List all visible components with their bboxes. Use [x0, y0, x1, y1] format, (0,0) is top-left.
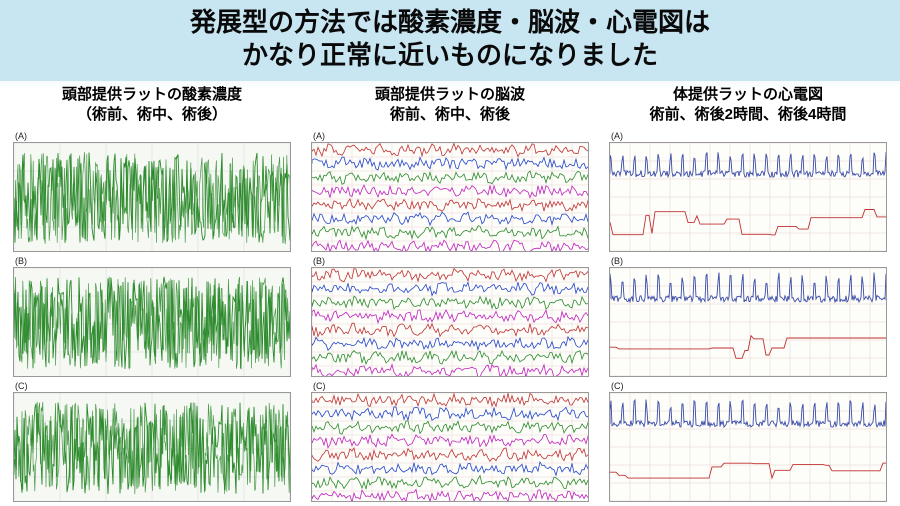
ecg-panel-b: (B) [609, 256, 887, 377]
ecg-label-b: (B) [611, 256, 887, 266]
ecg-panel-c: (C) [609, 381, 887, 502]
ecg-chart-c [609, 392, 887, 502]
oxygen-chart-c [13, 392, 291, 502]
col-ecg-title-1: 体提供ラットの心電図 [650, 85, 847, 105]
oxygen-label-b: (B) [15, 256, 291, 266]
title-header: 発展型の方法では酸素濃度・脳波・心電図は かなり正常に近いものになりました [0, 0, 900, 81]
oxygen-chart-a [13, 142, 291, 252]
col-ecg: 体提供ラットの心電図 術前、術後2時間、術後4時間 (A) (B) (C) [602, 85, 894, 506]
col-ecg-title-2: 術前、術後2時間、術後4時間 [650, 105, 847, 125]
col-eeg: 頭部提供ラットの脳波 術前、術中、術後 (A) (B) (C) [304, 85, 596, 506]
oxygen-label-c: (C) [15, 381, 291, 391]
oxygen-panel-b: (B) [13, 256, 291, 377]
col-eeg-title-1: 頭部提供ラットの脳波 [375, 85, 525, 105]
ecg-chart-b [609, 267, 887, 377]
eeg-chart-a [311, 142, 589, 252]
ecg-label-c: (C) [611, 381, 887, 391]
chart-columns: 頭部提供ラットの酸素濃度 （術前、術中、術後） (A) (B) (C) 頭部提供… [0, 81, 900, 506]
col-oxygen: 頭部提供ラットの酸素濃度 （術前、術中、術後） (A) (B) (C) [6, 85, 298, 506]
col-eeg-title: 頭部提供ラットの脳波 術前、術中、術後 [375, 85, 525, 125]
col-oxygen-title-2: （術前、術中、術後） [62, 105, 242, 125]
oxygen-panel-c: (C) [13, 381, 291, 502]
ecg-chart-a [609, 142, 887, 252]
ecg-label-a: (A) [611, 131, 887, 141]
col-oxygen-title-1: 頭部提供ラットの酸素濃度 [62, 85, 242, 105]
eeg-panel-c: (C) [311, 381, 589, 502]
title-line-1: 発展型の方法では酸素濃度・脳波・心電図は [10, 6, 890, 39]
col-eeg-title-2: 術前、術中、術後 [375, 105, 525, 125]
eeg-chart-c [311, 392, 589, 502]
eeg-label-a: (A) [313, 131, 589, 141]
oxygen-label-a: (A) [15, 131, 291, 141]
eeg-label-b: (B) [313, 256, 589, 266]
oxygen-panel-a: (A) [13, 131, 291, 252]
ecg-panel-a: (A) [609, 131, 887, 252]
col-oxygen-title: 頭部提供ラットの酸素濃度 （術前、術中、術後） [62, 85, 242, 125]
eeg-label-c: (C) [313, 381, 589, 391]
eeg-panel-b: (B) [311, 256, 589, 377]
eeg-panel-a: (A) [311, 131, 589, 252]
oxygen-chart-b [13, 267, 291, 377]
col-ecg-title: 体提供ラットの心電図 術前、術後2時間、術後4時間 [650, 85, 847, 125]
eeg-chart-b [311, 267, 589, 377]
title-line-2: かなり正常に近いものになりました [10, 39, 890, 72]
